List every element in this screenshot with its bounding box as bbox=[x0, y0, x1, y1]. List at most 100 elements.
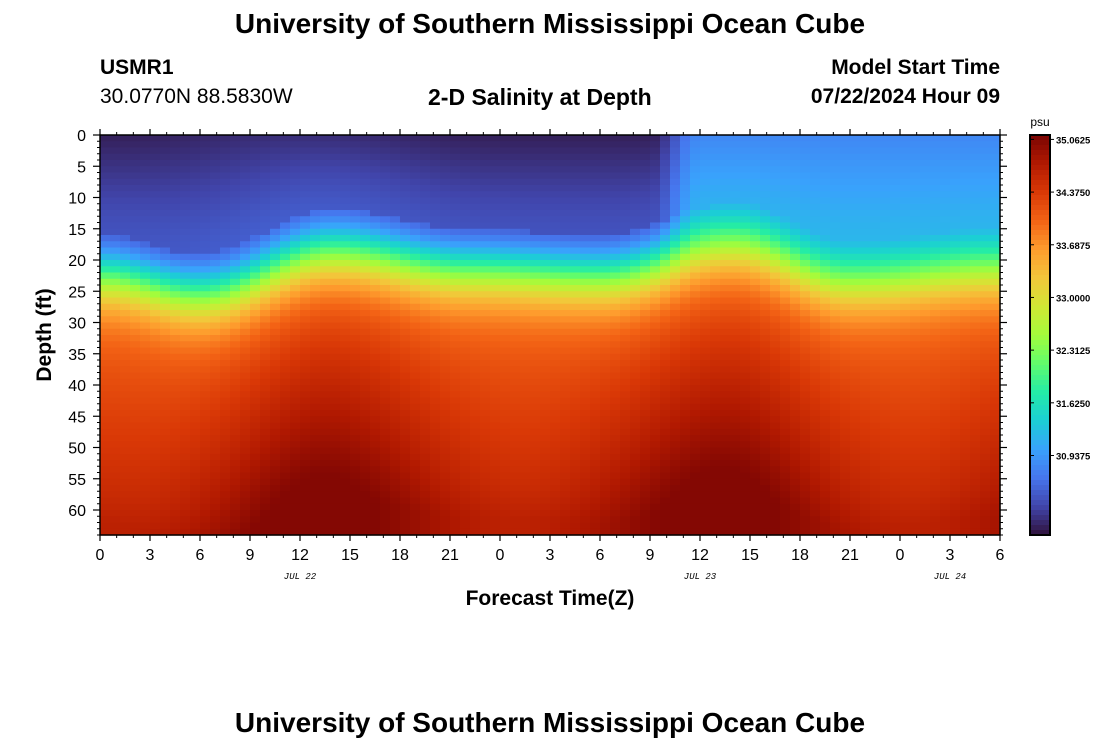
heatmap-cell bbox=[180, 435, 191, 442]
heatmap-cell bbox=[370, 153, 381, 161]
heatmap-cell bbox=[600, 403, 611, 411]
heatmap-cell bbox=[390, 278, 401, 286]
heatmap-cell bbox=[730, 410, 741, 417]
heatmap-cell bbox=[390, 516, 401, 524]
heatmap-cell bbox=[290, 353, 301, 361]
heatmap-cell bbox=[800, 278, 811, 286]
heatmap-cell bbox=[500, 285, 511, 292]
heatmap-cell bbox=[290, 391, 301, 399]
heatmap-cell bbox=[540, 341, 551, 349]
heatmap-cell bbox=[640, 341, 651, 349]
heatmap-cell bbox=[410, 210, 421, 217]
heatmap-cell bbox=[720, 347, 731, 355]
heatmap-cell bbox=[780, 335, 791, 342]
heatmap-cell bbox=[640, 247, 651, 255]
heatmap-cell bbox=[730, 135, 741, 142]
heatmap-cell bbox=[710, 428, 721, 436]
heatmap-cell bbox=[710, 228, 721, 236]
heatmap-cell bbox=[250, 510, 261, 517]
heatmap-cell bbox=[120, 453, 131, 461]
heatmap-cell bbox=[580, 503, 591, 511]
heatmap-cell bbox=[220, 447, 231, 455]
heatmap-cell bbox=[430, 491, 441, 499]
heatmap-cell bbox=[700, 266, 711, 274]
heatmap-cell bbox=[250, 403, 261, 411]
heatmap-cell bbox=[420, 160, 431, 167]
heatmap-cell bbox=[540, 316, 551, 324]
heatmap-cell bbox=[540, 422, 551, 430]
heatmap-cell bbox=[710, 328, 721, 336]
heatmap-cell bbox=[580, 228, 591, 236]
heatmap-cell bbox=[690, 216, 701, 224]
heatmap-cell bbox=[190, 153, 201, 161]
heatmap-cell bbox=[410, 466, 421, 474]
heatmap-cell bbox=[380, 335, 391, 342]
heatmap-cell bbox=[350, 278, 361, 286]
heatmap-cell bbox=[290, 366, 301, 374]
heatmap-cell bbox=[520, 241, 531, 249]
heatmap-cell bbox=[470, 203, 481, 211]
heatmap-cell bbox=[570, 203, 581, 211]
heatmap-cell bbox=[320, 485, 331, 492]
heatmap-cell bbox=[280, 497, 291, 505]
heatmap-cell bbox=[730, 222, 741, 230]
heatmap-cell bbox=[240, 416, 251, 424]
heatmap-cell bbox=[480, 260, 491, 267]
heatmap-cell bbox=[460, 228, 471, 236]
heatmap-cell bbox=[560, 366, 571, 374]
heatmap-cell bbox=[120, 441, 131, 449]
heatmap-cell bbox=[650, 428, 661, 436]
heatmap-cell bbox=[600, 285, 611, 292]
heatmap-cell bbox=[440, 210, 451, 217]
heatmap-cell bbox=[190, 197, 201, 205]
heatmap-cell bbox=[370, 178, 381, 186]
heatmap-cell bbox=[420, 235, 431, 242]
heatmap-cell bbox=[810, 147, 821, 155]
heatmap-cell bbox=[290, 428, 301, 436]
heatmap-cell bbox=[660, 235, 671, 242]
heatmap-cell bbox=[620, 485, 631, 492]
heatmap-cell bbox=[280, 310, 291, 317]
heatmap-cell bbox=[360, 147, 371, 155]
heatmap-cell bbox=[870, 510, 881, 517]
heatmap-cell bbox=[600, 335, 611, 342]
heatmap-cell bbox=[540, 197, 551, 205]
heatmap-cell bbox=[120, 291, 131, 299]
heatmap-cell bbox=[270, 153, 281, 161]
heatmap-cell bbox=[280, 160, 291, 167]
heatmap-cell bbox=[770, 272, 781, 280]
heatmap-cell bbox=[600, 466, 611, 474]
heatmap-cell bbox=[170, 166, 181, 174]
heatmap-cell bbox=[860, 341, 871, 349]
heatmap-cell bbox=[800, 172, 811, 180]
heatmap-cell bbox=[710, 397, 721, 405]
heatmap-cell bbox=[510, 378, 521, 386]
heatmap-cell bbox=[260, 266, 271, 274]
heatmap-cell bbox=[870, 428, 881, 436]
heatmap-cell bbox=[800, 147, 811, 155]
heatmap-cell bbox=[230, 166, 241, 174]
heatmap-cell bbox=[630, 160, 641, 167]
heatmap-cell bbox=[790, 453, 801, 461]
heatmap-cell bbox=[750, 235, 761, 242]
heatmap-cell bbox=[200, 316, 211, 324]
heatmap-cell bbox=[670, 297, 681, 305]
heatmap-cell bbox=[150, 441, 161, 449]
heatmap-cell bbox=[670, 172, 681, 180]
heatmap-cell bbox=[260, 210, 271, 217]
heatmap-cell bbox=[160, 447, 171, 455]
heatmap-cell bbox=[500, 428, 511, 436]
heatmap-cell bbox=[220, 441, 231, 449]
heatmap-cell bbox=[730, 228, 741, 236]
heatmap-cell bbox=[250, 160, 261, 167]
heatmap-cell bbox=[160, 403, 171, 411]
heatmap-cell bbox=[530, 228, 541, 236]
heatmap-cell bbox=[740, 447, 751, 455]
heatmap-cell bbox=[490, 160, 501, 167]
heatmap-cell bbox=[430, 266, 441, 274]
heatmap-cell bbox=[740, 341, 751, 349]
heatmap-cell bbox=[520, 416, 531, 424]
heatmap-cell bbox=[800, 403, 811, 411]
heatmap-cell bbox=[540, 428, 551, 436]
heatmap-cell bbox=[240, 435, 251, 442]
